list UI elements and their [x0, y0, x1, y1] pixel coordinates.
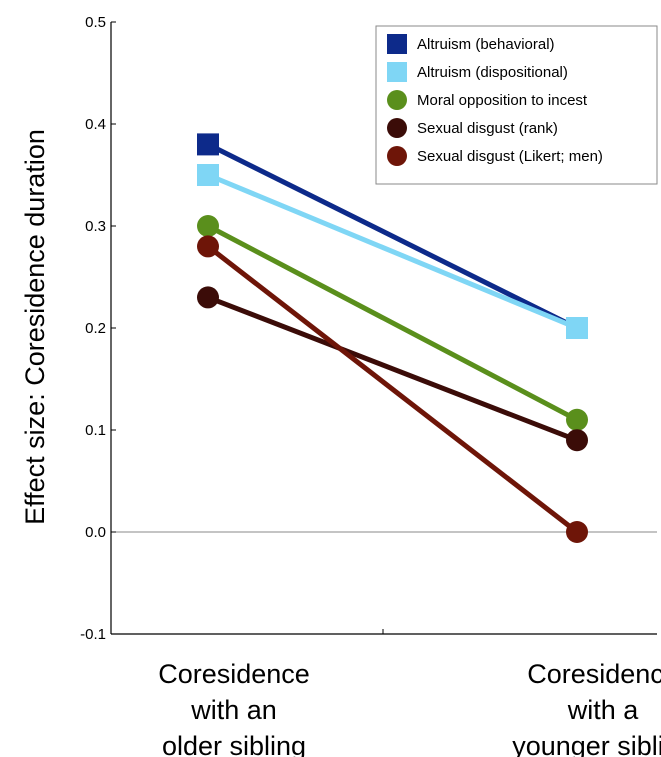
data-point-circle [566, 408, 588, 431]
series-line [207, 295, 578, 443]
data-point-circle [197, 235, 219, 258]
legend-entry: Altruism (behavioral) [417, 36, 555, 53]
legend-box [375, 25, 658, 185]
series-line [207, 172, 578, 331]
y-tick-label: 0.1 [85, 422, 106, 439]
data-point-square [197, 133, 219, 156]
legend-marker-circle [387, 90, 407, 110]
category-label: with an [190, 695, 277, 725]
y-tick-label: 0.4 [85, 116, 106, 133]
series-markers [197, 133, 588, 543]
category-labels: Coresidence with an older sibling Coresiden… [158, 659, 661, 757]
y-axis-label: Effect size: Coresidence duration [20, 129, 50, 525]
legend-marker-circle [387, 146, 407, 166]
legend: Altruism (behavioral) Altruism (dispositi… [375, 25, 658, 185]
axes: -0.1 0.0 0.1 0.2 0.3 0.4 0.5 [80, 14, 657, 643]
data-point-square [566, 317, 588, 339]
y-tick-label: -0.1 [80, 626, 106, 643]
legend-marker-circle [387, 118, 407, 138]
legend-entry: Sexual disgust (rank) [417, 120, 558, 137]
legend-marker-square [387, 34, 407, 54]
category-label: Coresidence [527, 659, 661, 689]
data-point-square [197, 164, 219, 186]
series-line [206, 244, 579, 534]
series-line [206, 142, 579, 331]
category-label: Coresidence [158, 659, 310, 689]
category-label: older sibling [162, 731, 306, 757]
data-point-circle [566, 429, 588, 452]
y-tick-label: 0.5 [85, 14, 106, 31]
y-tick-label: 0.3 [85, 218, 106, 235]
series-lines [206, 142, 579, 534]
category-label: with a [567, 695, 640, 725]
data-point-circle [197, 215, 219, 237]
series-line [206, 223, 579, 423]
data-point-circle [197, 286, 219, 309]
legend-marker-square [387, 62, 407, 82]
y-tick-label: 0.0 [85, 524, 106, 541]
legend-entry: Moral opposition to incest [417, 92, 588, 109]
legend-entry: Sexual disgust (Likert; men) [417, 148, 603, 165]
data-point-circle [566, 521, 588, 543]
legend-entry: Altruism (dispositional) [417, 64, 568, 81]
y-tick-label: 0.2 [85, 320, 106, 337]
category-label: younger sibling [512, 731, 661, 757]
